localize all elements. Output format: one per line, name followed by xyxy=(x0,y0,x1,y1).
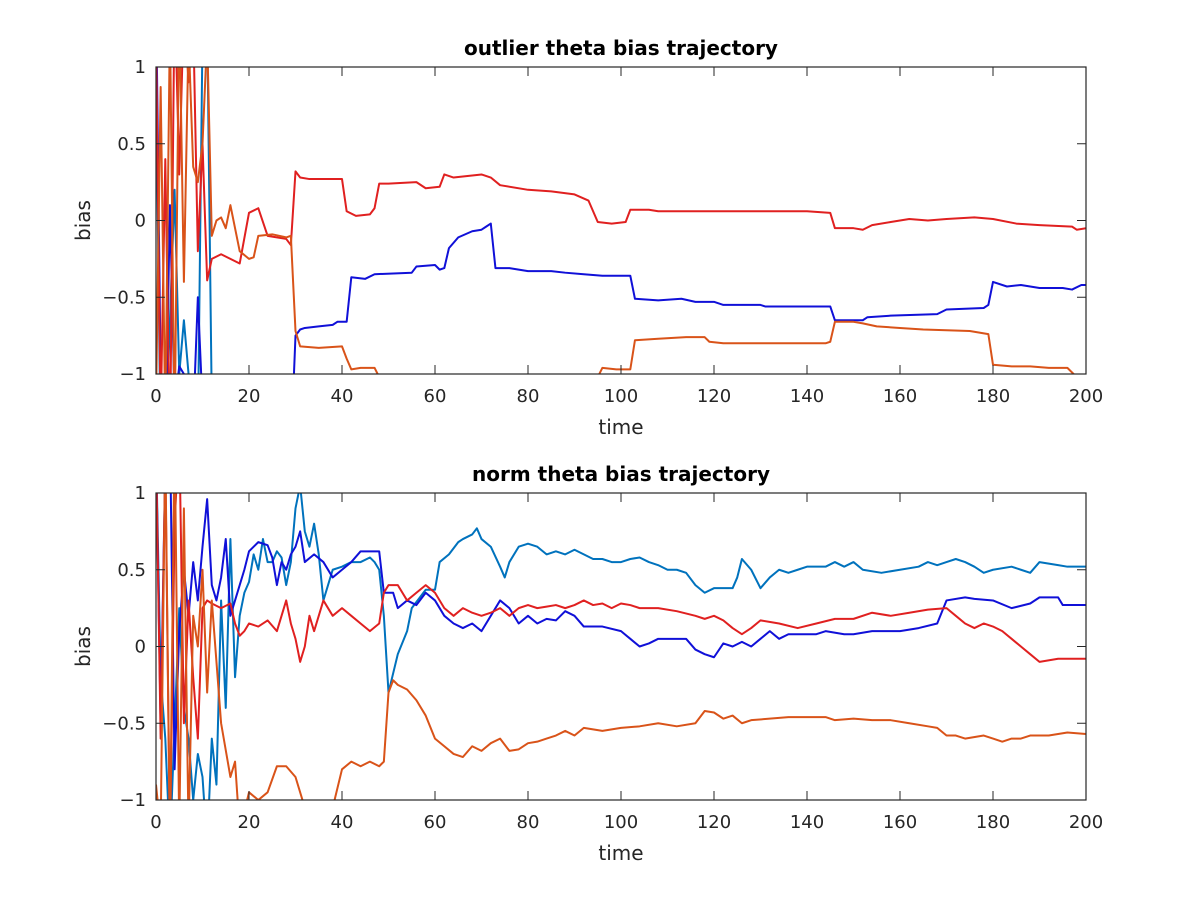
y-tick-label: −1 xyxy=(119,790,146,811)
series-line-3 xyxy=(156,67,1086,374)
x-tick-label: 60 xyxy=(424,812,447,833)
series-line-2 xyxy=(156,67,1086,374)
chart-title: norm theta bias trajectory xyxy=(472,462,770,486)
chart-title: outlier theta bias trajectory xyxy=(464,36,778,60)
plot-panel-2: 0 20 40 60 80 100 120 140 160 180 200 −1 −0.5 0 0.5 1 no… xyxy=(71,462,1103,865)
y-axis-label: bias xyxy=(71,626,95,667)
series-line-3 xyxy=(156,493,1086,800)
x-tick-label: 40 xyxy=(331,386,354,407)
y-axis-label: bias xyxy=(71,200,95,241)
x-axis-label: time xyxy=(598,841,643,865)
x-tick-label: 80 xyxy=(517,812,540,833)
x-tick-label: 140 xyxy=(790,812,824,833)
y-tick-label: −0.5 xyxy=(102,287,146,308)
series-group xyxy=(156,493,1086,800)
y-tick-label: 0.5 xyxy=(117,560,146,581)
x-tick-label: 180 xyxy=(976,386,1010,407)
x-tick-label: 20 xyxy=(238,812,261,833)
x-tick-label: 120 xyxy=(697,386,731,407)
series-group xyxy=(156,67,1086,374)
y-tick-label: 0 xyxy=(135,637,146,658)
y-tick-label: −1 xyxy=(119,364,146,385)
y-tick-label: −0.5 xyxy=(102,713,146,734)
series-line-4 xyxy=(156,493,1086,800)
y-tick-label: 0.5 xyxy=(117,134,146,155)
y-tick-label: 1 xyxy=(135,483,146,504)
x-tick-label: 20 xyxy=(238,386,261,407)
x-tick-label: 140 xyxy=(790,386,824,407)
plot-panel-1: 0 20 40 60 80 100 120 140 160 180 200 −1 −0.5 0 0.5 1 ou… xyxy=(71,36,1103,439)
x-tick-label: 160 xyxy=(883,386,917,407)
y-tick-label: 0 xyxy=(135,211,146,232)
series-line-1 xyxy=(156,493,1086,800)
x-tick-label: 180 xyxy=(976,812,1010,833)
x-tick-label: 120 xyxy=(697,812,731,833)
x-tick-label: 40 xyxy=(331,812,354,833)
x-axis-label: time xyxy=(598,415,643,439)
x-tick-label: 200 xyxy=(1069,812,1103,833)
x-tick-label: 0 xyxy=(150,386,161,407)
x-tick-label: 100 xyxy=(604,386,638,407)
x-tick-label: 60 xyxy=(424,386,447,407)
series-line-1 xyxy=(156,67,213,374)
x-tick-label: 0 xyxy=(150,812,161,833)
series-line-4 xyxy=(156,67,1076,374)
y-tick-label: 1 xyxy=(135,57,146,78)
x-tick-label: 200 xyxy=(1069,386,1103,407)
x-tick-label: 80 xyxy=(517,386,540,407)
x-tick-label: 100 xyxy=(604,812,638,833)
series-line-2 xyxy=(156,493,1086,771)
x-tick-label: 160 xyxy=(883,812,917,833)
